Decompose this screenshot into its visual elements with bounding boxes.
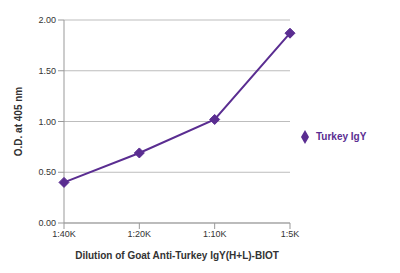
svg-text:1.00: 1.00: [38, 117, 56, 127]
svg-text:0.50: 0.50: [38, 167, 56, 177]
svg-text:0.00: 0.00: [38, 218, 56, 228]
svg-text:2.00: 2.00: [38, 15, 56, 25]
svg-text:Dilution of Goat Anti-Turkey I: Dilution of Goat Anti-Turkey IgY(H+L)-BI…: [75, 250, 279, 261]
html-text:Turkey IgY: Turkey IgY: [316, 130, 367, 142]
svg-text:O.D. at 405 nm: O.D. at 405 nm: [13, 87, 24, 157]
svg-text:1:40K: 1:40K: [52, 229, 76, 239]
svg-text:1:5K: 1:5K: [281, 229, 300, 239]
svg-text:1.50: 1.50: [38, 66, 56, 76]
svg-text:1:20K: 1:20K: [128, 229, 152, 239]
svg-text:1:10K: 1:10K: [203, 229, 227, 239]
